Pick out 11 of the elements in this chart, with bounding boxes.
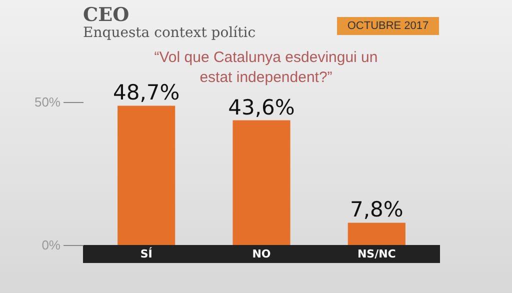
data-label: 7,8%	[350, 198, 404, 222]
chart-subtitle: Enquesta context polític	[83, 25, 256, 41]
data-label: 48,7%	[112, 80, 180, 105]
x-tick-label: NO	[252, 248, 271, 260]
y-tick-label: 50%	[34, 94, 61, 110]
x-tick-label: NS/NC	[357, 248, 396, 260]
y-tick-label: 0%	[42, 238, 61, 252]
data-label: 43,6%	[228, 95, 295, 120]
chart-title: CEO	[83, 4, 130, 26]
x-tick-label: SÍ	[140, 246, 152, 260]
text: OCTUBRE 2017	[337, 17, 439, 35]
